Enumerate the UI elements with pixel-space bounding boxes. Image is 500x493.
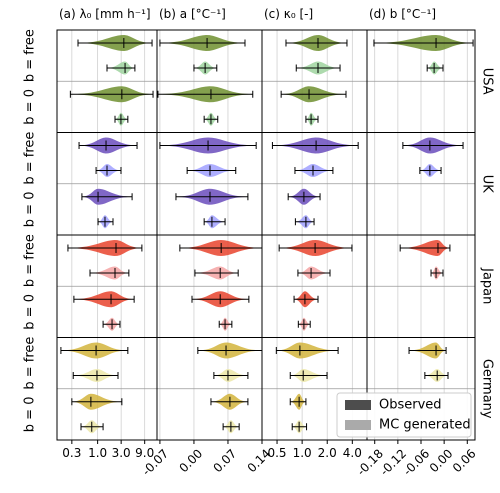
group-label: UK xyxy=(480,175,495,194)
row-label: b = 0 xyxy=(23,294,38,330)
x-tick-label: 0.3 xyxy=(62,446,81,460)
row-label: b = 0 xyxy=(23,89,38,125)
row-label: b = free xyxy=(23,29,38,82)
x-tick-label: 1.0 xyxy=(293,446,312,460)
x-tick-label: 0.5 xyxy=(267,446,286,460)
x-tick-label: 0.07 xyxy=(211,446,240,475)
row-label: b = free xyxy=(23,132,38,185)
panel-title: (d) b [°C⁻¹] xyxy=(369,7,436,21)
panel-frame xyxy=(366,29,476,441)
legend-swatch xyxy=(345,420,371,430)
x-tick-label: 2.0 xyxy=(318,446,337,460)
row-label: b = free xyxy=(23,337,38,390)
x-tick-label: 0.00 xyxy=(176,446,205,475)
x-tick-label: 9.0 xyxy=(135,446,154,460)
row-label: b = 0 xyxy=(23,192,38,228)
panel-title: (b) a [°C⁻¹] xyxy=(159,7,226,21)
group-label: USA xyxy=(480,68,495,95)
x-tick-label: -0.06 xyxy=(400,446,432,478)
legend-label: MC generated xyxy=(379,418,471,433)
group-label: Japan xyxy=(480,267,495,304)
panel-title: (a) λ₀ [mm h⁻¹] xyxy=(59,7,151,21)
legend-swatch xyxy=(345,400,371,410)
legend-label: Observed xyxy=(379,398,442,413)
x-tick-label: 3.0 xyxy=(112,446,131,460)
x-tick-label: 0.06 xyxy=(450,446,479,475)
x-tick-label: 0.00 xyxy=(427,446,456,475)
group-label: Germany xyxy=(480,359,495,419)
panel-title: (c) κ₀ [-] xyxy=(264,7,313,21)
row-label: b = free xyxy=(23,234,38,287)
x-tick-label: 4.0 xyxy=(343,446,362,460)
row-label: b = 0 xyxy=(23,397,38,433)
x-tick-label: 1.0 xyxy=(88,446,107,460)
